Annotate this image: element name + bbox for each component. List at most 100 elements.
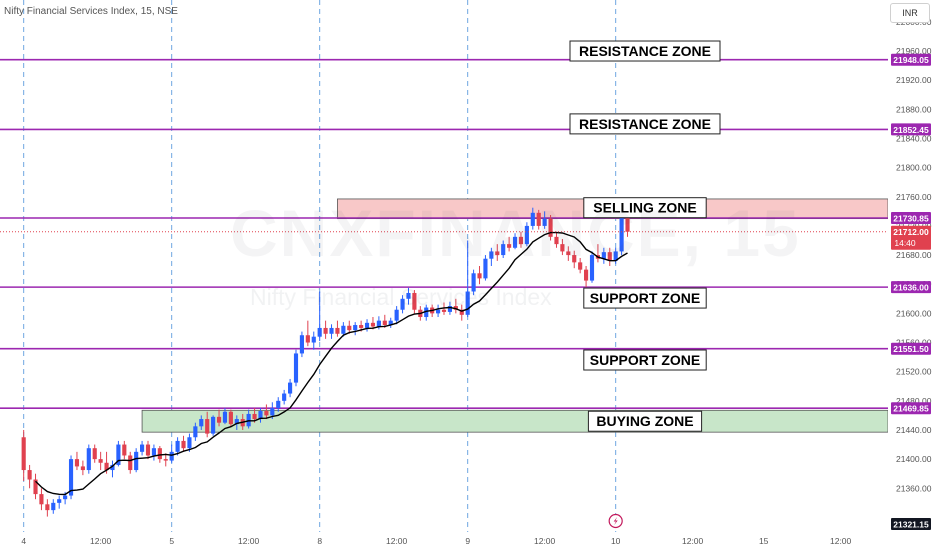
candle	[68, 455, 74, 500]
time-tick-label: 12:00	[90, 536, 112, 546]
candle	[86, 444, 91, 474]
level-price-badge: 21852.45	[893, 125, 929, 135]
candle	[311, 331, 316, 350]
lightning-icon[interactable]	[608, 513, 623, 529]
time-tick-label: 5	[169, 536, 174, 546]
zone-label[interactable]: SUPPORT ZONE	[583, 349, 707, 371]
level-price-badge: 21551.50	[893, 344, 929, 354]
candle	[483, 255, 488, 281]
price-tick-label: 21800.00	[896, 163, 932, 173]
candle-body	[512, 236, 518, 248]
zone-label[interactable]: BUYING ZONE	[587, 410, 703, 432]
candle-body	[530, 212, 535, 226]
candle-body	[187, 437, 192, 449]
candle	[353, 322, 358, 336]
price-tick-label: 21760.00	[896, 192, 932, 202]
level-price-badge: 21730.85	[893, 214, 929, 224]
candle-body	[151, 448, 156, 456]
candle-body	[341, 325, 346, 334]
candle	[566, 246, 571, 261]
candle	[424, 304, 429, 321]
zone-label-box	[583, 349, 707, 371]
candle	[175, 437, 180, 456]
candle-body	[104, 462, 109, 471]
time-tick-label: 8	[317, 536, 322, 546]
candle-body	[524, 225, 529, 245]
candle-body	[412, 292, 417, 310]
candle-body	[122, 444, 127, 456]
candle-body	[477, 273, 482, 279]
candle-body	[57, 499, 62, 503]
candle-body	[311, 336, 316, 343]
candle-body	[68, 459, 74, 496]
candle-body	[376, 320, 381, 327]
candle-body	[382, 320, 387, 326]
candle-body	[252, 413, 257, 420]
candle	[122, 440, 127, 460]
candle-body	[305, 335, 310, 343]
zone-labels: RESISTANCE ZONE RESISTANCE ZONE SELLING ZO…	[569, 40, 721, 432]
price-tick-label: 21400.00	[896, 454, 932, 464]
candle-body	[424, 307, 429, 318]
price-axis-bg	[888, 0, 932, 550]
candle-body	[364, 322, 370, 328]
zone-label[interactable]: RESISTANCE ZONE	[569, 113, 721, 135]
candle	[282, 389, 287, 405]
candle-body	[140, 444, 145, 452]
candle	[51, 499, 56, 514]
zone-label[interactable]: SUPPORT ZONE	[583, 287, 707, 309]
candle	[477, 266, 482, 285]
bar-countdown: 14:40	[894, 238, 916, 248]
candle	[341, 322, 346, 337]
candle	[364, 319, 370, 332]
candle-body	[63, 495, 68, 500]
candle-body	[157, 448, 162, 460]
candle-body	[175, 440, 180, 452]
candle-body	[98, 459, 103, 463]
currency-button[interactable]: INR	[890, 3, 930, 23]
time-tick-label: 15	[759, 536, 769, 546]
candle-body	[400, 298, 405, 310]
candle-body	[335, 327, 340, 334]
candle	[92, 444, 97, 463]
candle-body	[441, 309, 447, 312]
candle	[98, 451, 103, 471]
candle	[276, 397, 281, 412]
candle	[530, 207, 535, 230]
candle-body	[264, 411, 269, 416]
candle-body	[625, 217, 630, 232]
candle-body	[578, 262, 583, 270]
symbol-title[interactable]: Nifty Financial Services Index, 15, NSE	[4, 6, 178, 17]
candle-body	[554, 236, 559, 245]
candle	[199, 415, 204, 430]
candle	[465, 240, 470, 318]
zone-label[interactable]: RESISTANCE ZONE	[569, 40, 721, 62]
level-price-badge-bg	[891, 402, 931, 415]
candle	[524, 222, 529, 247]
candle-body	[359, 325, 364, 328]
candle-body	[507, 244, 512, 248]
candle	[512, 233, 518, 250]
candle	[619, 211, 624, 256]
candle-body	[536, 212, 541, 226]
candle	[216, 409, 222, 427]
candle	[495, 244, 500, 261]
price-axis: 22000.0021960.0021920.0021880.0021840.00…	[888, 0, 932, 550]
level-price-badge-bg	[891, 281, 931, 294]
candle	[554, 231, 559, 248]
candle-body	[548, 218, 553, 237]
chart-watermark: CNXFINANCE, 15	[230, 196, 801, 270]
candle-body	[489, 251, 494, 259]
candle-body	[406, 292, 411, 299]
candle-body	[110, 464, 115, 471]
low-price-badge: 21321.15	[893, 520, 929, 530]
zone-label[interactable]: SELLING ZONE	[583, 197, 707, 219]
moving-average	[35, 231, 628, 496]
candle-body	[607, 252, 612, 261]
time-tick-label: 4	[21, 536, 26, 546]
candle-body	[288, 382, 293, 394]
candle	[140, 440, 145, 456]
candle-body	[163, 459, 168, 461]
candle-body	[471, 273, 476, 292]
